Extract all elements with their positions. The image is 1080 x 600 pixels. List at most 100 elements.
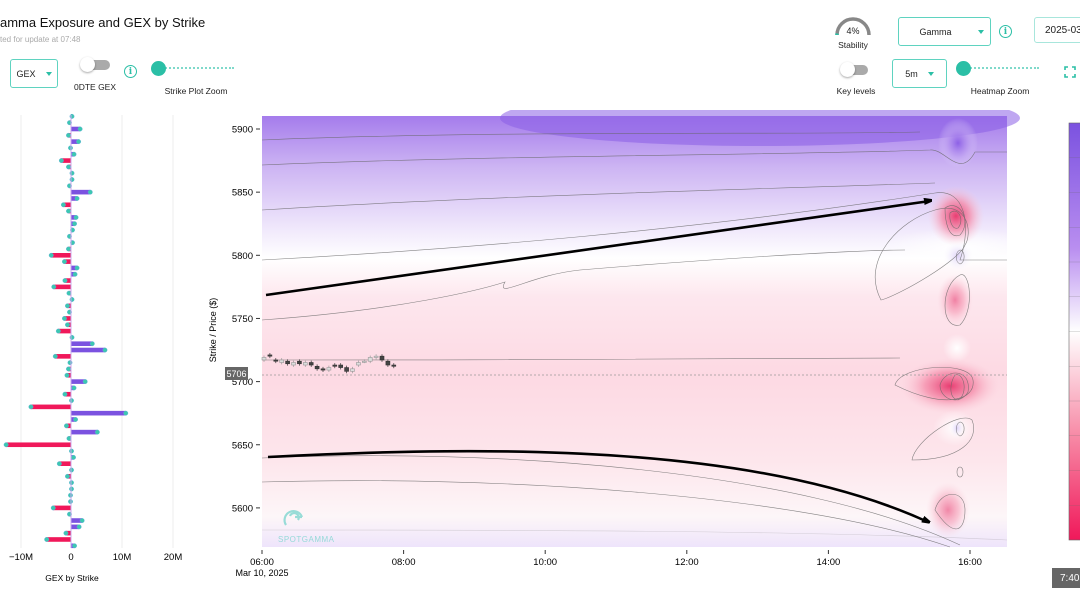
chevron-down-icon xyxy=(977,29,984,34)
candle xyxy=(391,364,397,367)
gex-bar-marker xyxy=(69,486,74,492)
gex-bar-marker xyxy=(89,341,95,347)
gex-bar-marker xyxy=(74,265,80,271)
gex-bar-marker xyxy=(68,492,73,498)
candle xyxy=(320,368,326,371)
gex-bar-marker xyxy=(77,126,83,132)
x-tick-label: 0 xyxy=(68,552,73,563)
y-tick-label: 5650 xyxy=(232,440,253,451)
x-tick-label: −10M xyxy=(9,552,33,563)
x-tick-label: 10:00 xyxy=(533,557,557,568)
gex-bar-marker xyxy=(58,158,64,163)
candle xyxy=(291,362,296,366)
trend-arrow-lower xyxy=(267,449,928,522)
gex-bar-marker xyxy=(71,454,76,460)
candle xyxy=(367,357,373,362)
gex-bar-marker xyxy=(44,537,50,542)
date-picker[interactable]: 2025-03 xyxy=(1034,17,1080,43)
time-tooltip xyxy=(1052,568,1080,588)
gex-bar-marker xyxy=(71,151,77,157)
time-tooltip-text: 7:40 xyxy=(1060,573,1080,584)
y-tick-label: 5750 xyxy=(232,314,253,325)
page-title: amma Exposure and GEX by Strike xyxy=(0,15,206,30)
candle xyxy=(350,368,355,372)
candle xyxy=(314,365,320,370)
gex-bar-marker xyxy=(51,284,57,290)
gex-bar-marker xyxy=(69,170,75,176)
x-tick-label: 14:00 xyxy=(817,557,841,568)
gex-bar xyxy=(71,196,78,201)
info-icon[interactable]: i xyxy=(999,25,1012,38)
key-levels-toggle[interactable] xyxy=(840,62,868,77)
gex-bar-marker xyxy=(62,316,67,321)
slider-thumb[interactable] xyxy=(956,61,971,76)
gex-bar xyxy=(64,259,71,264)
gex-bar-marker xyxy=(73,417,78,422)
slider-thumb[interactable] xyxy=(151,61,166,76)
candle xyxy=(332,364,338,367)
stability-gauge xyxy=(835,17,871,36)
gex-bar-marker xyxy=(102,347,108,353)
svg-text:SPOTGAMMA: SPOTGAMMA xyxy=(278,535,335,544)
gex-bar xyxy=(6,442,71,448)
candle xyxy=(285,360,290,365)
gex-bar-marker xyxy=(72,221,77,227)
gex-bar xyxy=(46,537,71,542)
gex-select[interactable]: GEX xyxy=(10,59,58,88)
gex-bar xyxy=(71,139,79,144)
gex-bar-marker xyxy=(72,543,77,549)
update-status: ted for update at 07:48 xyxy=(0,35,81,44)
gex-bar-marker xyxy=(69,467,74,473)
candle xyxy=(267,354,273,357)
candle xyxy=(273,359,279,362)
x-tick-label: 12:00 xyxy=(675,557,699,568)
gex-bar-marker xyxy=(64,372,70,378)
candle xyxy=(261,357,267,361)
candle xyxy=(303,362,308,366)
price-candles xyxy=(261,353,397,374)
date-value: 2025-03 xyxy=(1045,24,1080,36)
mode-select[interactable]: Gamma xyxy=(898,17,991,46)
gex-bar xyxy=(61,158,71,163)
interval-select-value: 5m xyxy=(905,68,918,79)
y-tick-label: 5700 xyxy=(232,377,253,388)
gex-bar-marker xyxy=(69,334,75,340)
toggle-knob xyxy=(840,62,855,77)
gex-bar-marker xyxy=(48,252,54,258)
gex-bar-marker xyxy=(50,505,56,511)
gex-bar xyxy=(71,341,93,347)
interval-select[interactable]: 5m xyxy=(892,59,947,88)
gex-bar xyxy=(71,215,77,220)
x-tick-label: 08:00 xyxy=(392,557,416,568)
stability-label: Stability xyxy=(838,40,868,50)
gex-bar-marker xyxy=(68,499,73,504)
gex-bar xyxy=(64,316,71,321)
gex-bar-marker xyxy=(74,196,80,201)
gex-bar-marker xyxy=(69,398,74,403)
y-tick-label: 5900 xyxy=(232,125,253,136)
trend-arrow-upper xyxy=(265,201,930,297)
x-tick-label: 10M xyxy=(113,552,132,563)
gex-bar-marker xyxy=(69,480,74,486)
stability-value: 4% xyxy=(846,26,860,36)
heatmap-area[interactable] xyxy=(261,110,1040,548)
gex-bar xyxy=(71,265,78,271)
gex-bar-marker xyxy=(66,164,71,170)
gex-bar xyxy=(71,189,91,195)
gex-bar xyxy=(71,347,105,353)
odte-gex-label: 0DTE GEX xyxy=(73,82,117,92)
fullscreen-icon[interactable] xyxy=(1064,66,1076,78)
gex-bar xyxy=(55,354,71,359)
candle xyxy=(362,360,367,363)
gex-bar-marker xyxy=(65,322,70,328)
gex-bar-marker xyxy=(64,423,69,429)
gex-bar xyxy=(53,284,71,290)
x-date-label: Mar 10, 2025 xyxy=(235,568,288,578)
strike-plot-zoom-slider[interactable] xyxy=(151,61,234,76)
info-icon[interactable]: i xyxy=(124,65,137,78)
gex-bar xyxy=(71,518,83,523)
odte-gex-toggle[interactable] xyxy=(80,57,110,72)
heatmap-zoom-slider[interactable] xyxy=(956,61,1039,76)
gamma-heatmap-chart: SPOTGAMMA 5900 5850 5800 5750 5700 5650 5600 S… xyxy=(208,110,1080,588)
gex-bar xyxy=(71,126,81,132)
